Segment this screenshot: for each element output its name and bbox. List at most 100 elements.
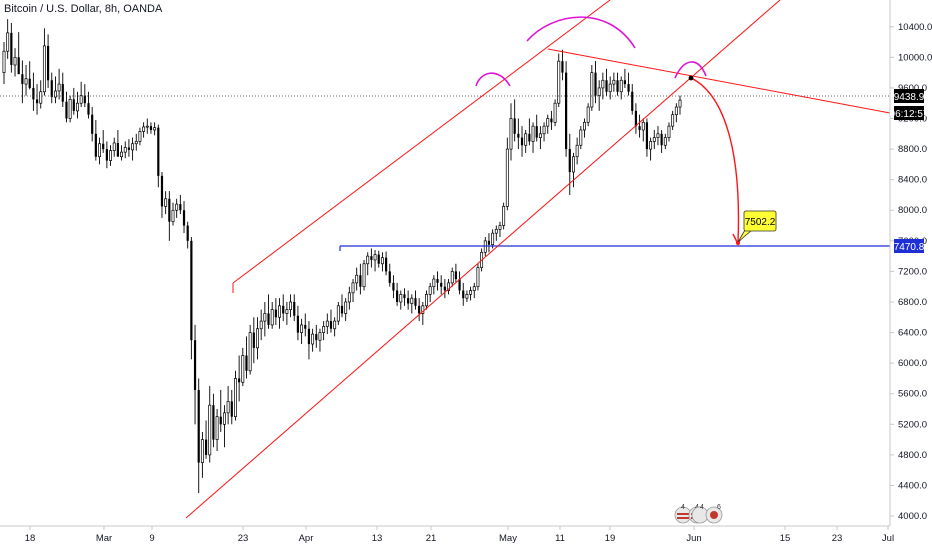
candle-body bbox=[6, 32, 10, 52]
target-callout-label: 7502.2 bbox=[745, 217, 776, 228]
candle-body bbox=[553, 102, 557, 123]
candle-body bbox=[568, 149, 571, 173]
descending-resistance-line bbox=[547, 48, 891, 114]
candle bbox=[79, 81, 83, 108]
candle-body bbox=[175, 203, 179, 211]
candle-body bbox=[333, 320, 337, 330]
candle-body bbox=[83, 95, 86, 104]
candle bbox=[329, 309, 333, 333]
candle bbox=[230, 389, 233, 425]
candle-body bbox=[329, 321, 333, 329]
candle-body bbox=[619, 79, 623, 93]
y-tick-label: 6400.0 bbox=[898, 328, 927, 339]
event-badge: 4 bbox=[681, 504, 685, 511]
candle bbox=[109, 145, 112, 166]
candle-body bbox=[601, 79, 605, 89]
candle bbox=[623, 68, 626, 88]
projection-arrow-path bbox=[690, 77, 740, 243]
candle bbox=[450, 267, 454, 287]
candle bbox=[421, 301, 425, 325]
candle-body bbox=[502, 206, 506, 226]
candle bbox=[311, 328, 315, 352]
candle bbox=[612, 72, 616, 92]
candle-body bbox=[535, 126, 538, 138]
y-tick-label: 6000.0 bbox=[898, 358, 927, 369]
candle-body bbox=[61, 84, 64, 102]
candle bbox=[359, 263, 362, 295]
candle-body bbox=[116, 142, 119, 157]
candle bbox=[68, 95, 72, 123]
candle-body bbox=[458, 279, 461, 291]
candle-body bbox=[645, 122, 649, 150]
y-tick-label: 5600.0 bbox=[898, 389, 927, 400]
candle bbox=[182, 201, 186, 234]
candle-body bbox=[182, 210, 186, 226]
candle-body bbox=[123, 147, 127, 153]
candle-body bbox=[138, 131, 142, 142]
candle bbox=[440, 275, 443, 295]
candle bbox=[145, 118, 149, 134]
candle bbox=[200, 431, 204, 478]
candle bbox=[234, 370, 237, 421]
candle bbox=[285, 301, 289, 325]
candle bbox=[542, 122, 546, 142]
y-tick-label: 8400.0 bbox=[898, 175, 927, 186]
candle-body bbox=[674, 106, 678, 116]
candle-body bbox=[561, 61, 564, 73]
x-tick-label: 19 bbox=[605, 533, 616, 544]
y-tick-label: 5200.0 bbox=[898, 419, 927, 430]
candle bbox=[425, 290, 428, 310]
candle bbox=[462, 282, 465, 306]
candle bbox=[586, 103, 590, 127]
candle-body bbox=[72, 99, 75, 111]
candle-body bbox=[186, 225, 189, 241]
candle-body bbox=[164, 198, 168, 207]
y-tick-label: 4000.0 bbox=[898, 511, 927, 522]
candle-body bbox=[542, 125, 546, 135]
x-tick-label: 18 bbox=[25, 533, 36, 544]
candle-body bbox=[505, 148, 509, 207]
candle bbox=[631, 84, 634, 115]
candle-body bbox=[230, 401, 233, 417]
candle-body bbox=[296, 315, 300, 333]
candle-body bbox=[641, 121, 645, 131]
candle bbox=[307, 321, 311, 360]
candle bbox=[296, 305, 300, 341]
candle bbox=[472, 282, 476, 299]
candle bbox=[91, 107, 94, 142]
candle bbox=[190, 237, 193, 360]
candle bbox=[142, 122, 146, 138]
economic-events: 4 4 4 6 bbox=[674, 504, 723, 524]
candle bbox=[652, 129, 656, 150]
candle bbox=[278, 298, 281, 329]
candle bbox=[491, 229, 495, 249]
candle-body bbox=[575, 144, 579, 158]
candle bbox=[344, 298, 348, 322]
candle bbox=[215, 409, 219, 452]
event-badge: 4 bbox=[700, 504, 704, 511]
candle bbox=[509, 103, 513, 161]
candle-body bbox=[627, 84, 630, 92]
candle bbox=[557, 53, 561, 108]
candle bbox=[149, 122, 153, 134]
candle-body bbox=[307, 328, 311, 345]
candle bbox=[50, 72, 53, 104]
candle bbox=[351, 279, 355, 302]
candle-body bbox=[171, 209, 175, 223]
candle-body bbox=[245, 355, 248, 371]
candle-body bbox=[370, 256, 373, 260]
candle bbox=[304, 313, 307, 337]
candle-body bbox=[42, 45, 46, 93]
candle bbox=[259, 309, 263, 341]
candle-body bbox=[215, 416, 219, 440]
candle-body bbox=[652, 137, 656, 142]
y-tick-label: 9600.0 bbox=[898, 83, 927, 94]
candle bbox=[53, 76, 57, 104]
candle-body bbox=[197, 389, 200, 463]
candle-body bbox=[300, 324, 304, 333]
candle-body bbox=[304, 324, 307, 329]
candle bbox=[428, 282, 432, 302]
x-tick-label: 23 bbox=[238, 533, 249, 544]
candle-body bbox=[340, 305, 344, 314]
candle-body bbox=[79, 95, 83, 104]
